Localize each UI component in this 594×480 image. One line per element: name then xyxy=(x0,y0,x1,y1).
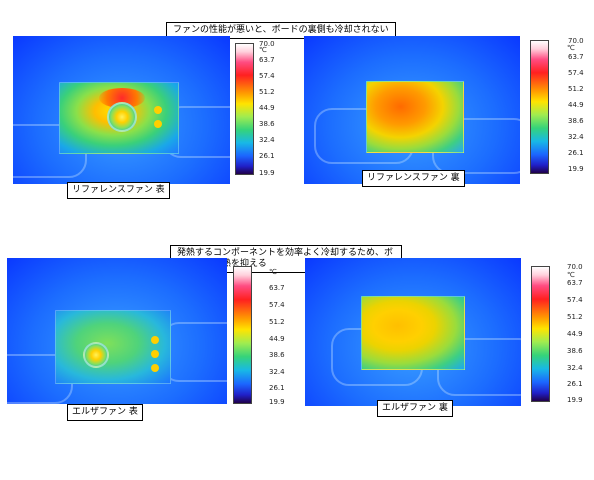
component-dot xyxy=(154,106,162,114)
scale-tick: 63.7 xyxy=(259,56,275,64)
thermal-image xyxy=(13,36,230,184)
scale-tick: 38.6 xyxy=(269,351,285,359)
temperature-scale xyxy=(530,40,549,174)
graphics-board-back xyxy=(361,296,465,370)
panel-caption: エルザファン 裏 xyxy=(377,400,453,417)
scale-tick: 26.1 xyxy=(568,149,584,157)
scale-unit: ℃ xyxy=(269,268,277,276)
scale-tick: 19.9 xyxy=(269,398,285,406)
scale-tick: 51.2 xyxy=(567,313,583,321)
scale-tick: 32.4 xyxy=(269,368,285,376)
scale-tick: 38.6 xyxy=(568,117,584,125)
graphics-board-back xyxy=(366,81,464,153)
scale-tick: 32.4 xyxy=(567,364,583,372)
scale-tick: 57.4 xyxy=(568,69,584,77)
temperature-scale xyxy=(235,43,254,175)
scale-tick: 63.7 xyxy=(567,279,583,287)
top-banner: ファンの性能が悪いと、ボードの裏側も冷却されない xyxy=(166,22,396,39)
scale-tick: 26.1 xyxy=(269,384,285,392)
scale-tick: 38.6 xyxy=(567,347,583,355)
component-dot xyxy=(151,364,159,372)
temperature-scale xyxy=(531,266,550,402)
scale-tick: 44.9 xyxy=(259,104,275,112)
thermal-image xyxy=(7,258,227,404)
scale-tick: 70.0 xyxy=(567,263,583,271)
scale-tick: 51.2 xyxy=(269,318,285,326)
panel-caption: リファレンスファン 裏 xyxy=(362,170,465,187)
scale-tick: 32.4 xyxy=(259,136,275,144)
component-dot xyxy=(154,120,162,128)
scale-tick: 70.0 xyxy=(568,37,584,45)
scale-tick: 70.0 xyxy=(259,40,275,48)
component-dot xyxy=(151,336,159,344)
scale-unit: ℃ xyxy=(567,44,575,52)
thermal-image xyxy=(305,258,521,406)
hotspot xyxy=(99,88,145,108)
scale-unit: ℃ xyxy=(567,271,575,279)
scale-tick: 44.9 xyxy=(567,330,583,338)
fan-ring xyxy=(107,102,137,132)
scale-tick: 38.6 xyxy=(259,120,275,128)
scale-tick: 57.4 xyxy=(567,296,583,304)
scale-tick: 63.7 xyxy=(269,284,285,292)
scale-tick: 32.4 xyxy=(568,133,584,141)
scale-tick: 63.7 xyxy=(568,53,584,61)
scale-tick: 19.9 xyxy=(568,165,584,173)
scale-tick: 51.2 xyxy=(568,85,584,93)
scale-tick: 19.9 xyxy=(567,396,583,404)
scale-tick: 51.2 xyxy=(259,88,275,96)
component-dot xyxy=(151,350,159,358)
temperature-scale xyxy=(233,266,252,404)
scale-tick: 44.9 xyxy=(269,335,285,343)
thermal-image xyxy=(304,36,520,184)
scale-tick: 44.9 xyxy=(568,101,584,109)
scale-unit: ℃ xyxy=(259,46,267,54)
graphics-board xyxy=(55,310,171,384)
scale-tick: 57.4 xyxy=(259,72,275,80)
panel-caption: リファレンスファン 表 xyxy=(67,182,170,199)
scale-tick: 19.9 xyxy=(259,169,275,177)
scale-tick: 26.1 xyxy=(567,380,583,388)
scale-tick: 26.1 xyxy=(259,152,275,160)
fan-ring xyxy=(83,342,109,368)
scale-tick: 57.4 xyxy=(269,301,285,309)
panel-caption: エルザファン 表 xyxy=(67,404,143,421)
